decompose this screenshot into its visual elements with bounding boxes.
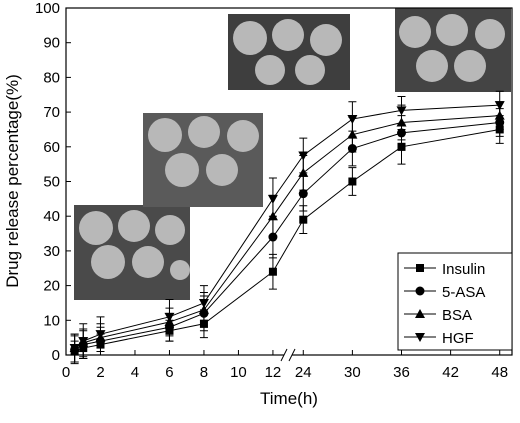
x-tick-label: 24 — [295, 364, 312, 381]
marker — [267, 194, 278, 204]
marker — [298, 151, 309, 161]
y-tick-label: 40 — [43, 208, 60, 225]
y-tick-label: 0 — [52, 347, 60, 364]
y-tick-label: 70 — [43, 104, 60, 121]
legend-label: 5-ASA — [442, 284, 485, 301]
y-axis-label: Drug release percentage(%) — [3, 74, 22, 288]
marker — [348, 177, 357, 186]
marker — [415, 286, 425, 296]
x-tick-label: 30 — [344, 364, 361, 381]
series-line — [74, 104, 500, 349]
x-tick-label: 0 — [62, 364, 70, 381]
x-tick-label: 6 — [165, 364, 173, 381]
y-tick-label: 10 — [43, 312, 60, 329]
marker — [415, 309, 425, 318]
marker — [69, 344, 80, 354]
marker — [95, 330, 106, 340]
x-tick-label: 36 — [393, 364, 410, 381]
x-tick-label: 48 — [491, 364, 508, 381]
series-line — [74, 122, 500, 351]
x-tick-label: 12 — [265, 364, 282, 381]
x-tick-label: 2 — [96, 364, 104, 381]
x-tick-label: 8 — [200, 364, 208, 381]
x-axis-label: Time(h) — [260, 389, 318, 408]
marker — [396, 106, 407, 116]
axis-break — [280, 348, 296, 362]
y-tick-label: 90 — [43, 35, 60, 52]
legend-label: Insulin — [442, 261, 485, 278]
marker — [164, 312, 175, 322]
inset-images — [74, 8, 511, 300]
legend-label: HGF — [442, 330, 474, 347]
marker — [298, 189, 308, 199]
x-tick-label: 10 — [230, 364, 247, 381]
legend-label: BSA — [442, 307, 472, 324]
y-tick-label: 30 — [43, 243, 60, 260]
marker — [78, 337, 89, 347]
marker — [494, 101, 505, 111]
x-tick-label: 4 — [131, 364, 139, 381]
y-tick-label: 100 — [35, 0, 60, 17]
marker — [268, 267, 277, 276]
y-tick-label: 20 — [43, 278, 60, 295]
series-line — [74, 128, 500, 352]
y-tick-label: 60 — [43, 139, 60, 156]
marker — [347, 115, 358, 125]
marker — [299, 215, 308, 224]
y-tick-label: 80 — [43, 69, 60, 86]
marker — [416, 264, 424, 272]
series-line — [74, 115, 500, 349]
x-tick-label: 42 — [442, 364, 459, 381]
marker — [198, 298, 209, 308]
y-tick-label: 50 — [43, 174, 60, 191]
marker — [415, 333, 425, 342]
